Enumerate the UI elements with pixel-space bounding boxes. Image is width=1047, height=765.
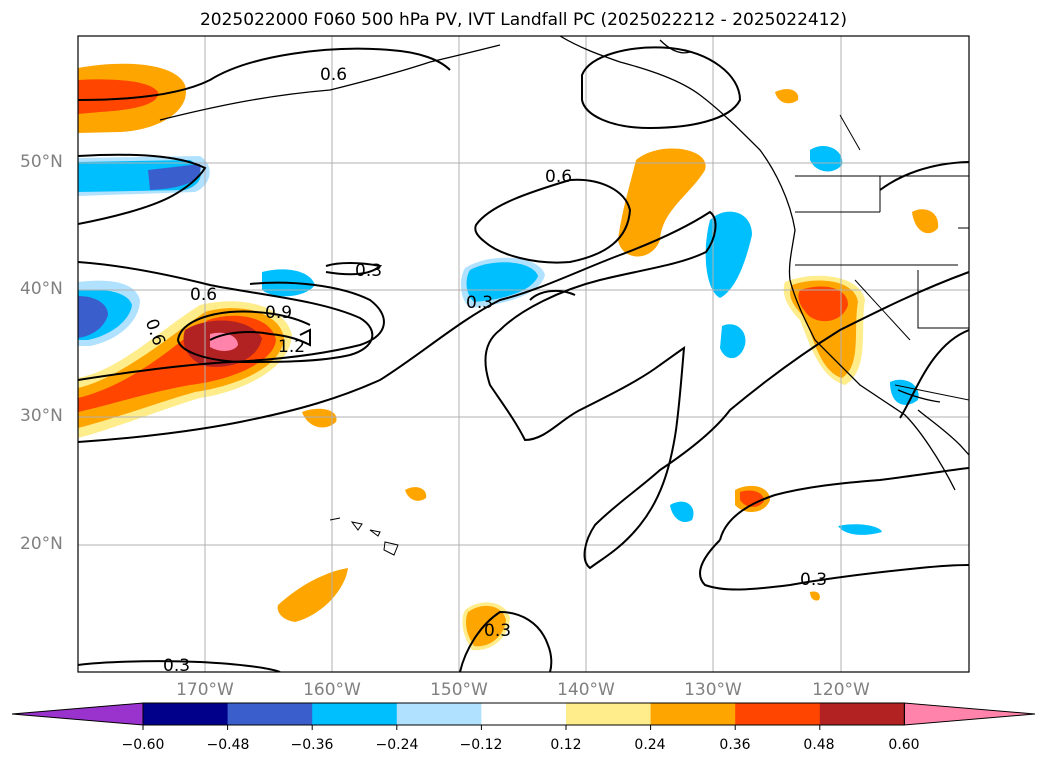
colorbar-extend-min: [11, 702, 144, 726]
colorbar-tick-label: 0.48: [803, 737, 835, 753]
contour-label: 0.6: [320, 65, 347, 85]
political-borders: [795, 114, 969, 401]
lat-label: 20°N: [20, 534, 63, 554]
lon-label: 170°W: [176, 680, 234, 700]
colorbar-tick-label: −0.60: [121, 737, 165, 753]
contour-label: 1.2: [278, 337, 305, 357]
contour-label: 0.6: [545, 167, 572, 187]
contour-label: 0.6: [190, 285, 217, 305]
colorbar-cell: [735, 703, 821, 725]
colorbar-tick-label: 0.12: [550, 737, 582, 753]
contour-label-group: 0.6 0.6 0.9 1.2 0.3 0.3 0.6 0.3 0.3 0.3 …: [141, 65, 827, 676]
hawaii-islands: [329, 517, 399, 556]
colorbar-cell: [819, 703, 905, 725]
colorbar-tick-label: −0.36: [290, 737, 334, 753]
lon-label: 150°W: [430, 680, 488, 700]
lon-label: 140°W: [557, 680, 615, 700]
colorbar-tick-label: 0.60: [888, 737, 920, 753]
colorbar-tick-label: −0.48: [206, 737, 250, 753]
colorbar-cell: [566, 703, 652, 725]
shading-layer: [78, 63, 939, 651]
colorbar-frame: [142, 702, 905, 726]
colorbar-tick-label: 0.24: [634, 737, 666, 753]
pv-contours: [78, 46, 969, 672]
colorbar-tick-label: −0.24: [375, 737, 419, 753]
colorbar-cell: [650, 703, 736, 725]
lat-label: 30°N: [20, 406, 63, 426]
colorbar-tick-label: −0.12: [459, 737, 503, 753]
colorbar-cell: [396, 703, 482, 725]
contour-label: 0.3: [466, 293, 493, 313]
graticule: [78, 36, 969, 672]
contour-label: 0.3: [355, 261, 382, 281]
contour-label: 0.3: [484, 621, 511, 641]
lat-label: 40°N: [20, 279, 63, 299]
colorbar-tick-label: 0.36: [719, 737, 751, 753]
map-frame: [77, 35, 970, 673]
colorbar: [11, 702, 1036, 730]
coastlines: [159, 36, 969, 491]
colorbar-cell: [481, 703, 567, 725]
colorbar-cell: [312, 703, 398, 725]
lon-label: 130°W: [684, 680, 742, 700]
contour-label: 0.3: [800, 570, 827, 590]
lon-label: 160°W: [303, 680, 361, 700]
contour-label: 0.9: [265, 303, 292, 323]
map-title: 2025022000 F060 500 hPa PV, IVT Landfall…: [199, 10, 847, 30]
colorbar-extend-max: [903, 702, 1036, 726]
colorbar-cell: [227, 703, 313, 725]
lat-label: 50°N: [20, 152, 63, 172]
contour-label: 0.3: [163, 656, 190, 676]
colorbar-cell: [143, 703, 229, 725]
lon-label: 120°W: [812, 680, 870, 700]
